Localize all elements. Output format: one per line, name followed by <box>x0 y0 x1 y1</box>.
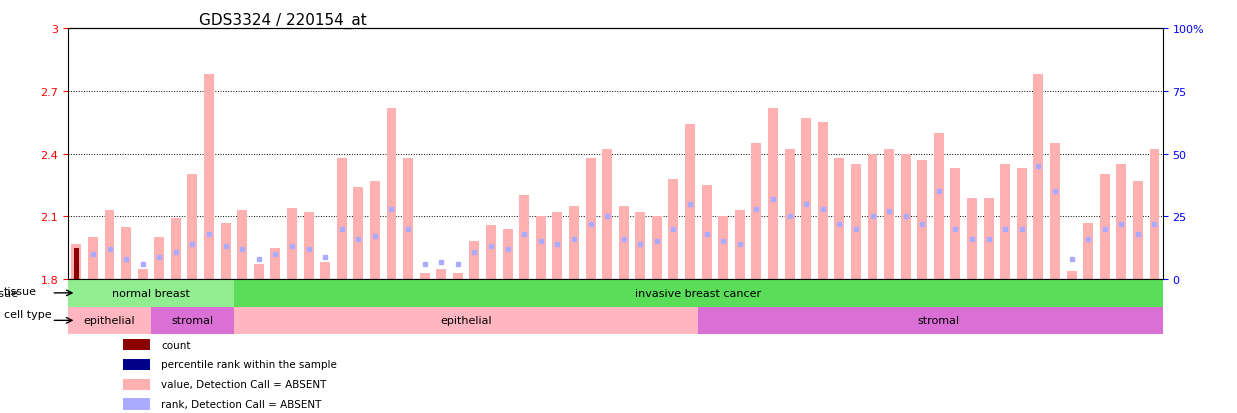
Bar <box>1084 223 1094 280</box>
Bar <box>68 280 234 307</box>
Bar <box>68 307 151 334</box>
Bar <box>188 175 198 280</box>
Text: rank, Detection Call = ABSENT: rank, Detection Call = ABSENT <box>161 399 322 409</box>
Bar <box>1017 169 1027 280</box>
Bar <box>155 238 165 280</box>
Text: invasive breast cancer: invasive breast cancer <box>636 288 762 298</box>
Text: stromal: stromal <box>918 316 960 325</box>
Bar <box>104 211 115 280</box>
Bar <box>652 217 662 280</box>
Bar <box>122 379 150 390</box>
Bar <box>699 307 1163 334</box>
Bar <box>234 280 1163 307</box>
Bar <box>1133 181 1143 280</box>
Text: tissue: tissue <box>0 288 19 298</box>
Bar <box>121 227 131 280</box>
Bar <box>122 339 150 351</box>
Bar <box>437 269 447 280</box>
Bar <box>884 150 894 280</box>
Bar <box>636 213 646 280</box>
Bar <box>74 248 79 280</box>
Bar <box>553 213 563 280</box>
Bar <box>137 269 147 280</box>
Bar <box>469 242 480 280</box>
Text: cell type: cell type <box>4 309 52 319</box>
Bar <box>502 229 512 280</box>
Bar <box>602 150 612 280</box>
Bar <box>303 213 313 280</box>
Bar <box>536 217 546 280</box>
Bar <box>668 179 678 280</box>
Bar <box>950 169 960 280</box>
Bar <box>569 206 579 280</box>
Bar <box>88 238 98 280</box>
Bar <box>520 196 529 280</box>
Bar <box>585 158 595 280</box>
Bar <box>122 359 150 370</box>
Bar <box>370 181 380 280</box>
Bar <box>784 150 794 280</box>
Bar <box>1033 75 1043 280</box>
Bar <box>751 144 762 280</box>
Bar <box>419 273 429 280</box>
Bar <box>453 273 463 280</box>
Bar <box>618 206 628 280</box>
Text: GDS3324 / 220154_at: GDS3324 / 220154_at <box>199 13 367 29</box>
Bar <box>1066 271 1076 280</box>
Bar <box>719 217 729 280</box>
Bar <box>918 160 928 280</box>
Text: tissue: tissue <box>4 286 37 296</box>
Bar <box>851 165 861 280</box>
Text: epithelial: epithelial <box>84 316 135 325</box>
Bar <box>685 125 695 280</box>
Bar <box>1100 175 1110 280</box>
Bar <box>818 123 828 280</box>
Bar <box>238 211 247 280</box>
Bar <box>151 307 234 334</box>
Text: value, Detection Call = ABSENT: value, Detection Call = ABSENT <box>161 379 327 389</box>
Bar <box>967 198 977 280</box>
Bar <box>983 198 993 280</box>
Bar <box>122 399 150 410</box>
Bar <box>72 244 82 280</box>
Bar <box>1001 165 1011 280</box>
Bar <box>204 75 214 280</box>
Text: normal breast: normal breast <box>113 288 190 298</box>
Bar <box>320 263 330 280</box>
Bar <box>220 223 230 280</box>
Bar <box>934 133 944 280</box>
Bar <box>336 158 346 280</box>
Bar <box>403 158 413 280</box>
Bar <box>234 307 699 334</box>
Text: percentile rank within the sample: percentile rank within the sample <box>161 360 336 370</box>
Bar <box>701 185 711 280</box>
Bar <box>354 188 364 280</box>
Text: epithelial: epithelial <box>440 316 492 325</box>
Bar <box>287 209 297 280</box>
Bar <box>1050 144 1060 280</box>
Bar <box>271 248 281 280</box>
Text: count: count <box>161 340 190 350</box>
Bar <box>768 108 778 280</box>
Bar <box>254 265 263 280</box>
Bar <box>834 158 845 280</box>
Text: stromal: stromal <box>172 316 214 325</box>
Bar <box>735 211 745 280</box>
Bar <box>901 154 910 280</box>
Bar <box>802 119 811 280</box>
Bar <box>1116 165 1126 280</box>
Bar <box>867 154 877 280</box>
Bar <box>171 219 181 280</box>
Bar <box>486 225 496 280</box>
Bar <box>1149 150 1159 280</box>
Bar <box>386 108 396 280</box>
